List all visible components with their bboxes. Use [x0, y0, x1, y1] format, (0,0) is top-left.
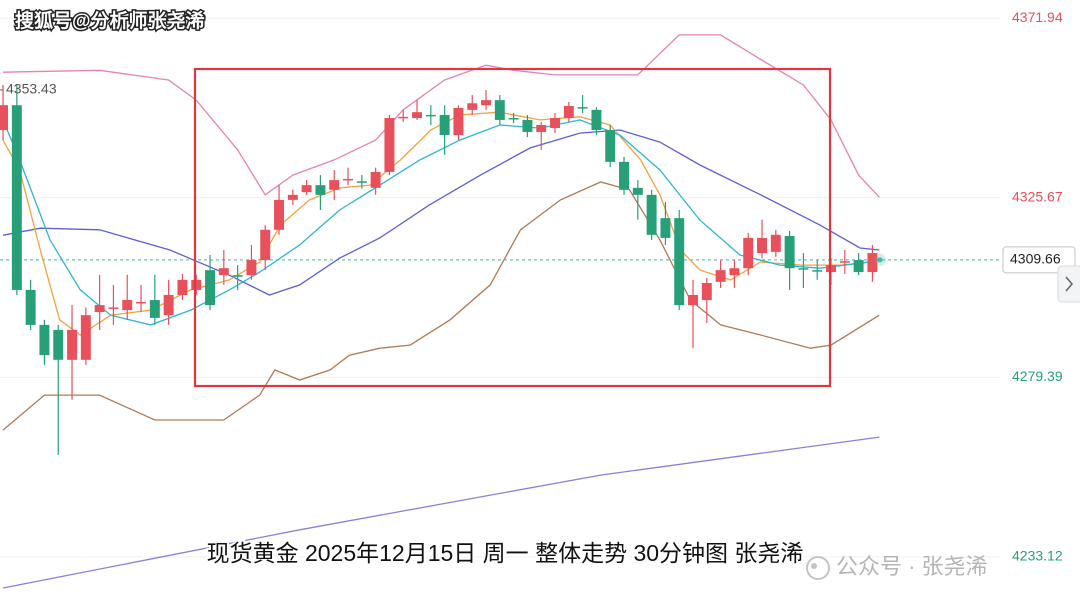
candle-body: [384, 117, 395, 172]
candle-body: [232, 275, 243, 277]
candle-body: [605, 130, 616, 162]
candle-body: [94, 305, 105, 313]
candle-body: [177, 279, 188, 295]
price-axis: 4233.12 4279.39 4325.67 4371.94 4309.66 4353.…: [0, 9, 1076, 564]
candle-body: [536, 124, 547, 132]
watermark-top: 搜狐号@分析师张尧浠: [15, 9, 205, 32]
candle-body: [301, 185, 312, 193]
candle-body: [839, 261, 850, 263]
candle-body: [757, 237, 767, 254]
indicator-line: [2, 111, 870, 336]
candle-body: [784, 235, 795, 269]
candle-body: [11, 105, 22, 290]
candle-body: [798, 268, 809, 270]
candle-body: [481, 100, 491, 106]
candle-body: [453, 107, 464, 136]
last-price-label: 4309.66: [1010, 251, 1061, 267]
indicator-line: [2, 34, 880, 198]
candle-body: [660, 218, 671, 238]
candle-body: [329, 180, 340, 190]
y-tick-label: 4325.67: [1012, 188, 1063, 204]
highlight-box: [193, 67, 832, 388]
candle-body: [0, 105, 9, 131]
candle-body: [39, 324, 50, 356]
last-price-tag: [1002, 246, 1076, 274]
candle-body: [80, 315, 91, 360]
caption: 现货黄金 2025年12月15日 周一 整体走势 30分钟图 张尧浠: [207, 540, 804, 566]
y-tick-label: 4279.39: [1012, 368, 1063, 384]
candle-body: [577, 107, 588, 109]
max-label: 4353.43: [6, 81, 57, 97]
candle-body: [853, 260, 864, 273]
candle-body: [688, 294, 698, 306]
candle-body: [108, 307, 119, 309]
watermark: 公众号 · 张尧浠: [836, 554, 988, 579]
candle-body: [467, 103, 478, 110]
last-price-dot: [877, 257, 883, 263]
grid: [0, 17, 1002, 558]
indicator-line: [2, 119, 870, 326]
candle-body: [370, 171, 381, 188]
candle-body: [246, 260, 257, 276]
candle-body: [398, 116, 409, 119]
candle-body: [25, 289, 36, 325]
candle-body: [646, 194, 657, 235]
candle-body: [632, 187, 643, 195]
candle-body: [412, 112, 422, 118]
candle-body: [715, 270, 726, 282]
candle-body: [563, 105, 574, 118]
candle-body: [729, 268, 740, 276]
y-tick-label: 4233.12: [1012, 548, 1063, 564]
candle-body: [149, 300, 160, 318]
watermark-icon-dot: [811, 563, 817, 569]
candle-body: [191, 279, 202, 290]
watermark-icon: [806, 556, 830, 580]
candle-body: [439, 114, 450, 136]
candle-body: [591, 109, 602, 131]
indicator-lines: [2, 34, 880, 589]
candle-body: [619, 161, 629, 190]
candle-body: [674, 218, 685, 306]
candle-body: [205, 270, 215, 306]
candle-body: [867, 253, 878, 273]
indicator-line: [2, 129, 880, 296]
candle-body: [274, 199, 284, 230]
candle-body: [701, 282, 712, 301]
indicator-line: [2, 436, 880, 589]
indicator-line: [2, 181, 880, 431]
scroll-arrow: [1065, 276, 1074, 292]
candle-body: [425, 114, 436, 117]
y-tick-label: 4371.94: [1012, 9, 1063, 25]
candle-body: [812, 270, 823, 272]
candle-body: [494, 100, 505, 120]
candle-body: [508, 117, 519, 120]
scroll-button[interactable]: [1057, 265, 1080, 303]
candle-body: [122, 300, 133, 311]
candle-body: [163, 294, 174, 316]
candle-body: [315, 185, 326, 195]
candle-body: [743, 237, 754, 269]
candle-body: [343, 178, 353, 181]
candle-body: [770, 234, 781, 252]
candle-body: [218, 268, 229, 276]
candle-body: [67, 329, 78, 360]
candle-body: [356, 181, 367, 183]
candle-body: [53, 329, 64, 360]
candle-body: [287, 194, 298, 200]
candle-body: [136, 301, 146, 304]
candle-body: [550, 117, 560, 129]
candle-body: [260, 229, 271, 261]
candle-body: [522, 119, 533, 132]
